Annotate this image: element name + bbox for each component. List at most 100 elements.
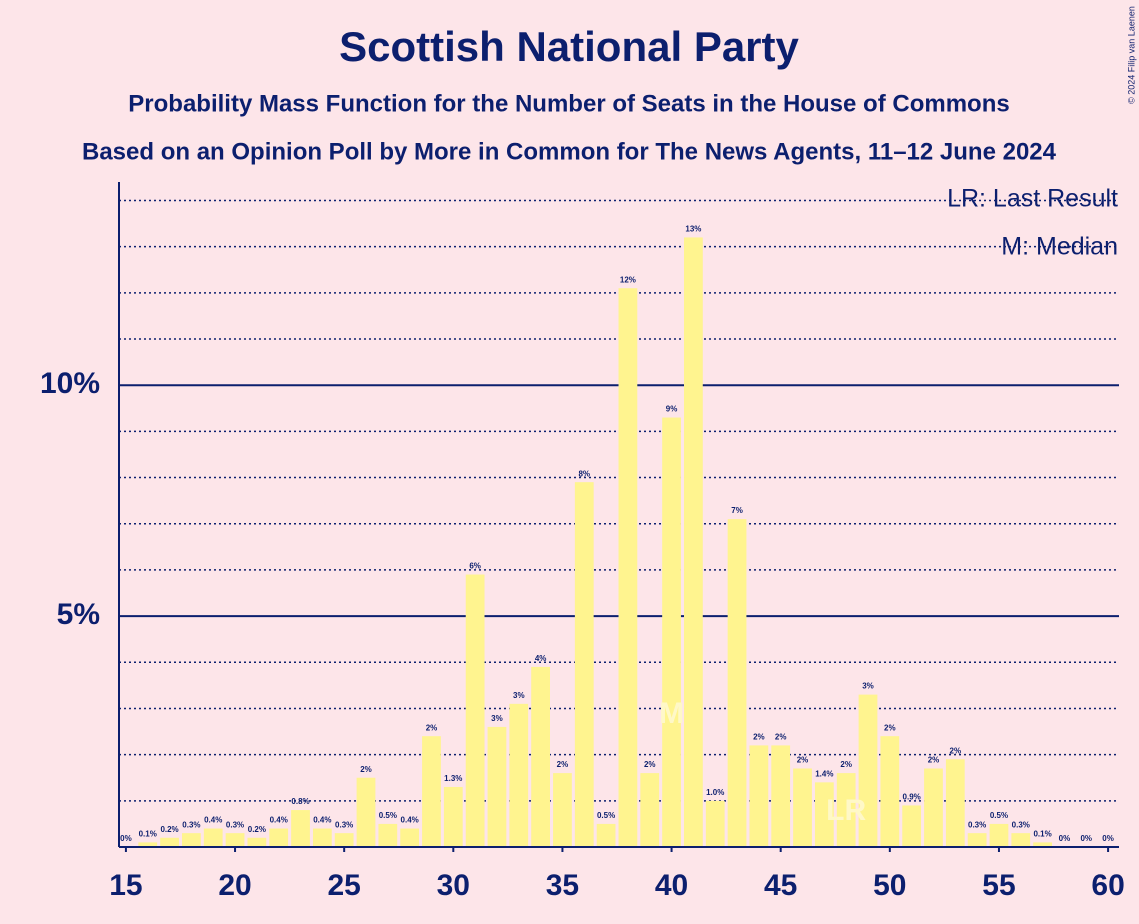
- bar: [225, 833, 245, 847]
- chart-subtitle: Probability Mass Function for the Number…: [128, 90, 1009, 117]
- bar: [836, 773, 856, 847]
- bar: [378, 823, 398, 847]
- bar: [291, 810, 310, 847]
- data-label: 1.0%: [706, 788, 724, 797]
- y-tick-label: 5%: [57, 598, 100, 631]
- bar: [247, 837, 267, 847]
- data-label: 12%: [620, 275, 636, 284]
- bar: [749, 745, 769, 847]
- bar: [924, 768, 943, 847]
- data-label: 0.2%: [248, 825, 266, 834]
- bar: [182, 833, 201, 847]
- data-label: 0.1%: [1033, 829, 1051, 838]
- data-label: 3%: [513, 691, 525, 700]
- x-tick-label: 15: [109, 869, 142, 902]
- x-tick-label: 30: [437, 869, 470, 902]
- data-label: 2%: [840, 760, 852, 769]
- bar: [705, 800, 725, 847]
- bar: [618, 288, 638, 847]
- data-label: 2%: [775, 733, 787, 742]
- data-label: 0.8%: [291, 797, 309, 806]
- data-label: 0.3%: [335, 820, 353, 829]
- data-label: 2%: [557, 760, 569, 769]
- median-marker: M: [659, 697, 684, 730]
- bar: [203, 828, 223, 847]
- data-label: 0.3%: [1012, 820, 1030, 829]
- bar: [334, 833, 354, 847]
- data-label: 9%: [666, 405, 678, 414]
- bar: [771, 745, 791, 847]
- bar: [160, 837, 179, 847]
- bar: [596, 823, 616, 847]
- data-label: 0.9%: [903, 793, 921, 802]
- x-tick-label: 55: [982, 869, 1015, 902]
- data-label: 2%: [753, 733, 765, 742]
- x-tick-label: 45: [764, 869, 797, 902]
- data-label: 0%: [120, 834, 132, 843]
- data-label: 4%: [535, 654, 547, 663]
- bar: [727, 519, 747, 847]
- data-label: 2%: [644, 760, 656, 769]
- data-label: 0.4%: [401, 816, 419, 825]
- data-label: 6%: [469, 562, 481, 571]
- data-label: 0.5%: [990, 811, 1008, 820]
- bar: [1033, 842, 1052, 847]
- bar: [312, 828, 332, 847]
- data-label: 0.2%: [160, 825, 178, 834]
- x-tick-label: 60: [1091, 869, 1124, 902]
- data-label: 1.3%: [444, 774, 462, 783]
- last-result-marker: LR: [826, 794, 866, 827]
- bar: [945, 759, 965, 847]
- bar: [269, 828, 289, 847]
- data-label: 0.4%: [204, 816, 222, 825]
- bar: [793, 768, 812, 847]
- data-label: 0.3%: [968, 820, 986, 829]
- legend-last-result: LR: Last Result: [947, 185, 1118, 213]
- data-label: 3%: [862, 682, 874, 691]
- bar: [400, 828, 420, 847]
- data-label: 0%: [1102, 834, 1114, 843]
- x-tick-label: 40: [655, 869, 688, 902]
- data-label: 7%: [731, 506, 743, 515]
- bar: [814, 782, 834, 847]
- chart-subtitle: Based on an Opinion Poll by More in Comm…: [82, 138, 1057, 165]
- data-label: 8%: [578, 469, 590, 478]
- bar: [138, 842, 158, 847]
- bar: [531, 666, 550, 847]
- bar: [509, 703, 529, 847]
- bar: [487, 726, 507, 847]
- data-label: 1.4%: [815, 769, 833, 778]
- chart-title: Scottish National Party: [339, 23, 799, 70]
- data-label: 3%: [491, 714, 503, 723]
- bar: [465, 574, 485, 847]
- bar: [684, 237, 703, 847]
- bar: [574, 482, 594, 847]
- x-tick-label: 25: [327, 869, 360, 902]
- copyright: © 2024 Filip van Laenen: [1126, 6, 1136, 104]
- bar: [356, 777, 376, 847]
- data-label: 0.5%: [379, 811, 397, 820]
- y-tick-label: 10%: [40, 367, 100, 400]
- data-label: 2%: [928, 756, 940, 765]
- bar: [989, 823, 1009, 847]
- bar: [553, 773, 572, 847]
- bar: [443, 786, 463, 847]
- x-tick-label: 50: [873, 869, 906, 902]
- data-label: 0%: [1080, 834, 1092, 843]
- data-label: 2%: [797, 756, 809, 765]
- data-label: 2%: [950, 746, 962, 755]
- bar: [1011, 833, 1031, 847]
- data-label: 0%: [1059, 834, 1071, 843]
- x-tick-label: 20: [218, 869, 251, 902]
- data-label: 0.4%: [270, 816, 288, 825]
- data-label: 13%: [685, 225, 701, 234]
- bar: [902, 805, 922, 847]
- bar: [640, 773, 660, 847]
- bar: [967, 833, 987, 847]
- bar: [858, 694, 878, 847]
- x-tick-label: 35: [546, 869, 579, 902]
- data-label: 0.5%: [597, 811, 615, 820]
- data-label: 0.1%: [139, 829, 157, 838]
- bar: [422, 736, 441, 847]
